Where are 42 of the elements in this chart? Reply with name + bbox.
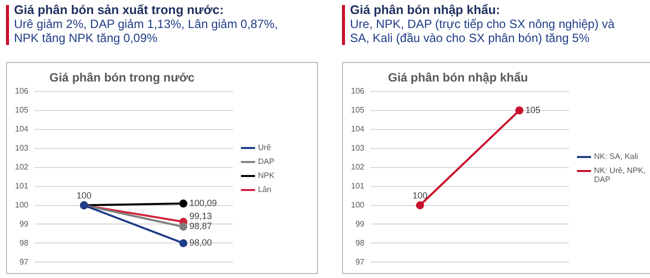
data-label: 98,00 [189, 238, 212, 248]
point [179, 239, 188, 248]
chart-title: Giá phân bón trong nước [49, 70, 195, 85]
y-tick-label: 104 [350, 124, 365, 134]
y-tick-label: 99 [355, 219, 365, 228]
y-tick-label: 103 [350, 144, 365, 153]
data-label: 105 [525, 104, 540, 115]
y-tick-label: 105 [14, 106, 29, 115]
data-label: 99,13 [189, 211, 212, 222]
y-tick-label: 102 [14, 162, 29, 172]
legend-label: NPK [258, 170, 274, 180]
legend-label: Urê [258, 142, 271, 152]
y-tick-label: 97 [355, 257, 365, 266]
data-label: 98,87 [189, 221, 212, 232]
y-tick-label: 99 [19, 219, 29, 228]
y-tick-label: 102 [350, 162, 365, 172]
text: Giá phân bón sản xuất trong nước: [14, 3, 225, 17]
data-label: 100,09 [189, 198, 217, 208]
point [179, 200, 188, 208]
y-tick-label: 98 [355, 238, 365, 248]
legend-label: Lân [258, 184, 272, 194]
y-tick-label: 105 [350, 106, 365, 115]
y-tick-label: 101 [350, 181, 365, 190]
y-tick-label: 100 [350, 200, 365, 210]
data-label: 100 [412, 190, 428, 200]
y-tick-label: 97 [19, 257, 29, 266]
chart-title: Giá phân bón nhập khẩu [388, 70, 528, 85]
y-tick-label: 98 [19, 238, 29, 248]
legend-label: NK: Urê, NPK, DAP [594, 166, 647, 184]
point [179, 222, 188, 231]
text: Giá phân bón nhập khẩu: [350, 3, 501, 17]
y-tick-label: 104 [14, 124, 29, 134]
y-tick-label: 103 [14, 144, 29, 153]
y-tick-label: 101 [14, 181, 29, 190]
legend-label: DAP [258, 156, 274, 166]
data-label: 100 [76, 190, 92, 200]
text: Urê giảm 2%, DAP giảm 1,13%, Lân giảm 0,87%, NPK tăng NPK tăng 0,09% [14, 17, 279, 45]
y-tick-label: 106 [14, 86, 29, 96]
legend-label: NK: SA, Kali [594, 152, 638, 161]
y-tick-label: 100 [14, 200, 29, 210]
text: Ure, NPK, DAP (trực tiếp cho SX nông nghiệp) và SA, Kali (đầu vào cho SX phân bón) tăng 5% [350, 17, 616, 45]
y-tick-label: 106 [350, 86, 365, 96]
